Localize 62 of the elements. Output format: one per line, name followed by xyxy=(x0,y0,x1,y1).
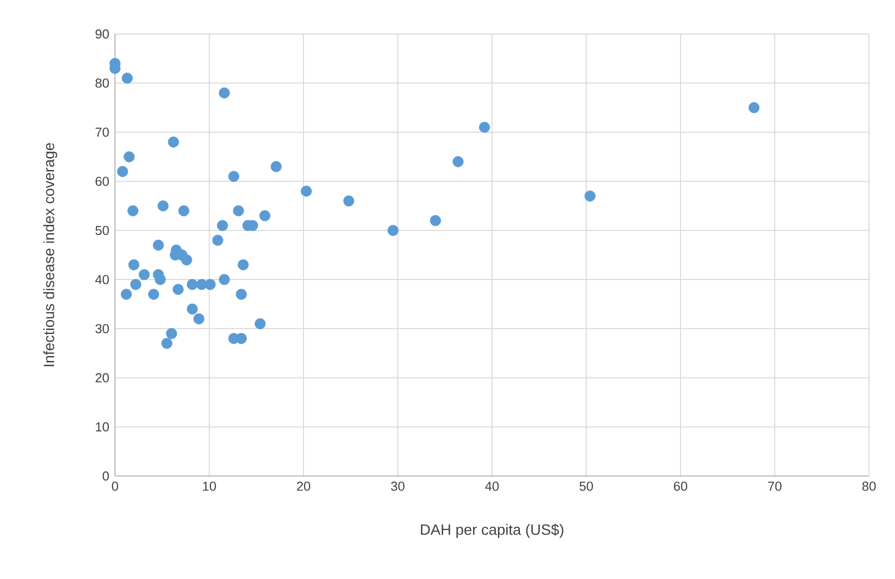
point xyxy=(218,87,230,98)
point xyxy=(138,269,150,280)
x-tick-label: 10 xyxy=(203,482,216,491)
point xyxy=(584,190,596,202)
point xyxy=(452,156,464,168)
point xyxy=(178,205,190,216)
point xyxy=(152,240,164,251)
point xyxy=(193,313,204,324)
x-axis-title: DAH per capita (US$) xyxy=(420,524,564,538)
point xyxy=(216,220,228,232)
point xyxy=(122,72,133,84)
point xyxy=(181,254,192,266)
x-tick-label: 40 xyxy=(485,482,499,491)
point xyxy=(168,136,179,148)
point xyxy=(748,102,760,114)
point xyxy=(254,318,266,330)
x-tick-label: 60 xyxy=(674,482,688,491)
point xyxy=(148,288,160,300)
point xyxy=(388,224,399,236)
point xyxy=(127,205,138,216)
x-tick-label: 70 xyxy=(768,482,782,491)
point xyxy=(236,288,247,300)
y-tick-label: 10 xyxy=(96,422,109,432)
point xyxy=(212,234,224,246)
point xyxy=(120,288,132,300)
point xyxy=(204,278,216,290)
point xyxy=(158,200,169,212)
y-tick-label: 30 xyxy=(95,324,109,334)
x-tick-label: 20 xyxy=(296,482,310,491)
point xyxy=(161,338,172,349)
point xyxy=(343,195,354,206)
point xyxy=(186,278,198,290)
point xyxy=(300,186,312,197)
y-tick-label: 50 xyxy=(95,226,109,236)
y-tick-label: 0 xyxy=(102,471,109,481)
point xyxy=(270,161,282,172)
point xyxy=(259,210,270,222)
x-tick-label: 50 xyxy=(580,482,593,491)
point xyxy=(128,259,140,270)
point xyxy=(232,205,244,216)
point xyxy=(117,166,128,177)
point xyxy=(478,122,490,133)
y-axis-title: Infectious disease index coverage xyxy=(43,143,58,366)
point xyxy=(186,304,198,315)
point xyxy=(130,278,142,290)
point xyxy=(172,284,184,295)
y-tick-label: 90 xyxy=(96,29,109,39)
y-tick-label: 70 xyxy=(96,128,109,137)
point xyxy=(166,328,178,340)
y-tick-label: 60 xyxy=(96,176,109,186)
point xyxy=(124,151,135,162)
x-tick-label: 30 xyxy=(391,482,404,491)
y-tick-label: 40 xyxy=(95,274,109,284)
point xyxy=(154,274,166,286)
point xyxy=(238,259,249,270)
point xyxy=(218,274,230,286)
point xyxy=(228,170,240,182)
x-tick-label: 80 xyxy=(862,482,876,491)
y-tick-label: 80 xyxy=(96,78,109,88)
x-tick-label: 0 xyxy=(112,482,118,491)
point xyxy=(430,215,441,226)
y-tick-label: 20 xyxy=(96,373,109,382)
